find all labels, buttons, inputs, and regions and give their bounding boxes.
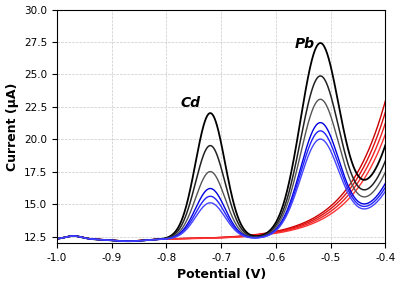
Text: Pb: Pb — [295, 38, 315, 51]
X-axis label: Potential (V): Potential (V) — [176, 268, 266, 282]
Y-axis label: Current (µA): Current (µA) — [6, 82, 18, 170]
Text: Cd: Cd — [180, 96, 200, 110]
